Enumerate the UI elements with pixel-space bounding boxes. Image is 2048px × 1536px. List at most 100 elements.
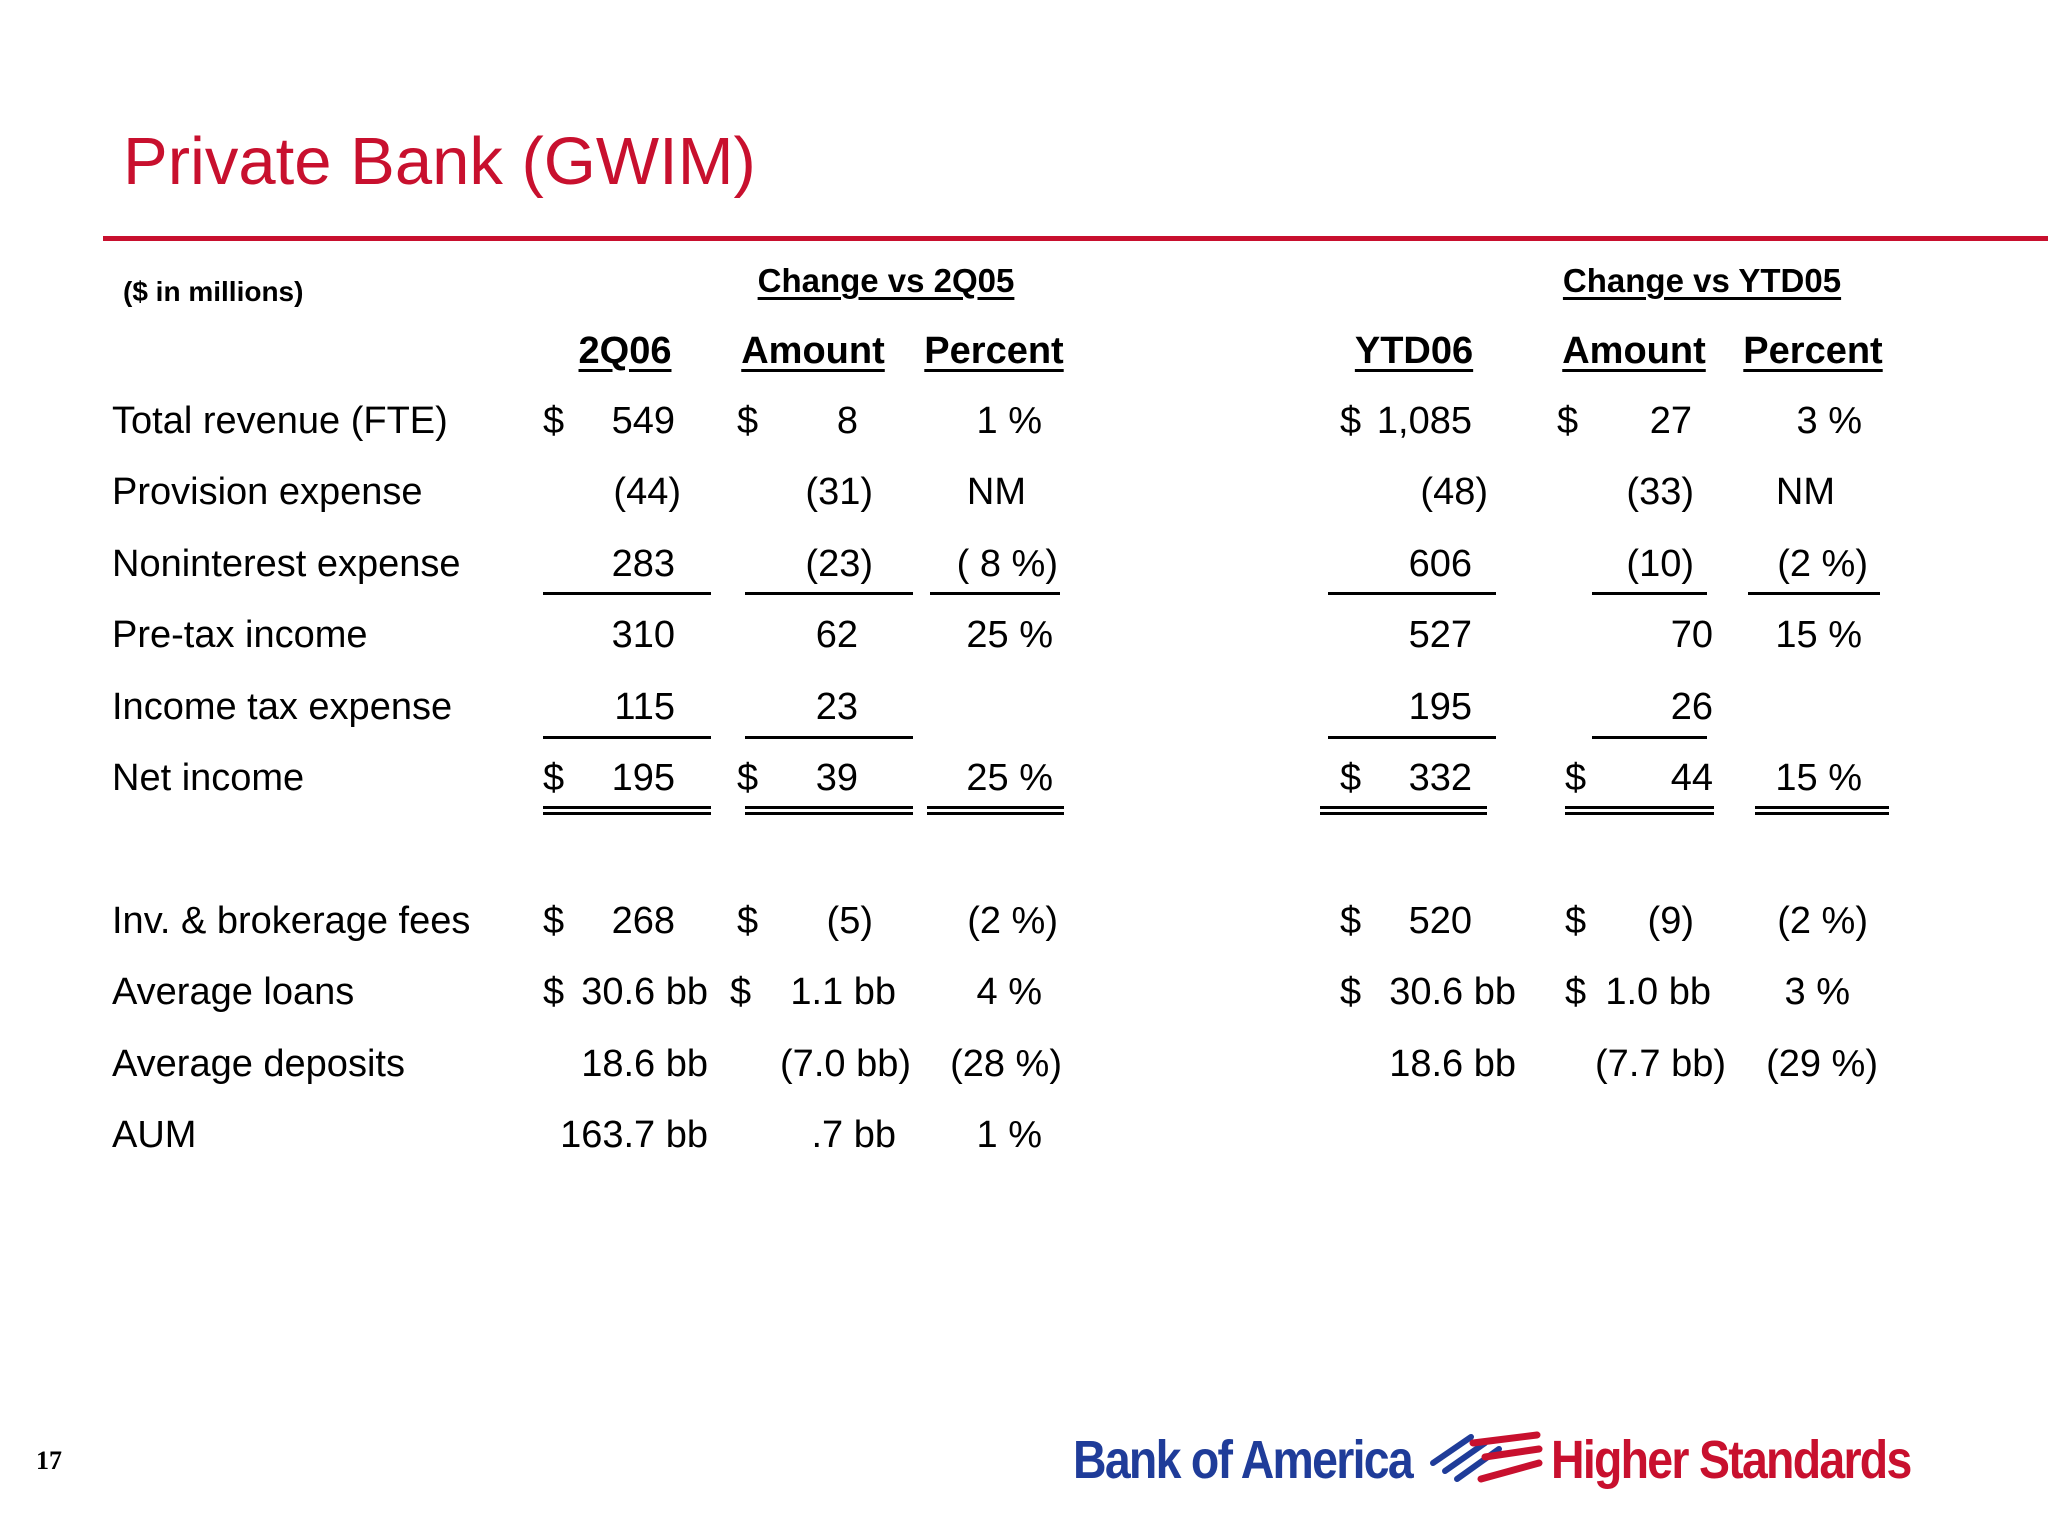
row-label: Net income xyxy=(112,757,305,799)
total-double-rule xyxy=(1320,806,1487,815)
value-ytd-amount: (33) xyxy=(1626,471,1694,513)
row-label: AUM xyxy=(112,1114,197,1156)
currency-symbol: $ xyxy=(1557,400,1579,442)
brand-name: Bank of America xyxy=(1073,1430,1414,1490)
currency-symbol: $ xyxy=(543,757,565,799)
value-2q06: 268 xyxy=(611,900,675,942)
col-header-q-amount: Amount xyxy=(741,330,885,372)
value-q-amount: (31) xyxy=(805,471,873,513)
row-label: Provision expense xyxy=(112,471,423,513)
value-ytd-percent: 15 % xyxy=(1775,757,1862,799)
value-ytd-percent: 3 % xyxy=(1796,400,1862,442)
units-note: ($ in millions) xyxy=(123,276,304,307)
value-q-amount: 39 xyxy=(815,757,858,799)
currency-symbol: $ xyxy=(543,900,565,942)
value-q-amount: (23) xyxy=(805,543,873,585)
value-q-percent: 4 % xyxy=(976,971,1042,1013)
brand-tagline: Higher Standards xyxy=(1551,1430,1912,1490)
value-2q06: 115 xyxy=(614,686,675,728)
value-q-amount: 1.1 bb xyxy=(790,971,896,1013)
value-q-amount: .7 bb xyxy=(811,1114,896,1156)
value-q-percent: NM xyxy=(966,471,1026,513)
subtotal-rule xyxy=(543,592,711,595)
row-label: Noninterest expense xyxy=(112,543,461,585)
row-label: Pre-tax income xyxy=(112,614,368,656)
slide-title: Private Bank (GWIM) xyxy=(123,124,756,199)
subtotal-rule xyxy=(1748,592,1880,595)
subtotal-rule xyxy=(745,736,913,739)
value-ytd-amount: (10) xyxy=(1626,543,1694,585)
col-header-ytd-amount: Amount xyxy=(1562,330,1706,372)
group-header-quarter: Change vs 2Q05 xyxy=(757,262,1015,299)
value-ytd-amount: 44 xyxy=(1670,757,1713,799)
value-q-percent: 25 % xyxy=(966,614,1053,656)
value-ytd06: 520 xyxy=(1408,900,1472,942)
value-q-amount: 8 xyxy=(836,400,858,442)
value-ytd-percent: (2 %) xyxy=(1777,543,1868,585)
subtotal-rule xyxy=(1592,736,1707,739)
value-2q06: 30.6 bb xyxy=(581,971,708,1013)
value-q-percent: 1 % xyxy=(976,1114,1042,1156)
value-q-percent: 1 % xyxy=(976,400,1042,442)
value-2q06: 549 xyxy=(611,400,675,442)
value-ytd-amount: 27 xyxy=(1649,400,1692,442)
value-2q06: (44) xyxy=(613,471,681,513)
total-double-rule xyxy=(543,806,711,815)
currency-symbol: $ xyxy=(737,400,759,442)
currency-symbol: $ xyxy=(1565,757,1587,799)
brand-logo: Bank of America Higher Standards xyxy=(1073,1425,1969,1495)
value-ytd06: 30.6 bb xyxy=(1389,971,1516,1013)
col-header-2q06: 2Q06 xyxy=(578,330,672,372)
value-ytd-amount: 1.0 bb xyxy=(1605,971,1711,1013)
total-double-rule xyxy=(745,806,913,815)
currency-symbol: $ xyxy=(1340,757,1362,799)
value-q-amount: (5) xyxy=(826,900,873,942)
group-header-ytd: Change vs YTD05 xyxy=(1562,262,1842,299)
value-ytd-amount: 70 xyxy=(1670,614,1713,656)
currency-symbol: $ xyxy=(543,400,565,442)
value-q-amount: 62 xyxy=(815,614,858,656)
row-label: Inv. & brokerage fees xyxy=(112,900,471,942)
flag-logo-icon xyxy=(1430,1431,1543,1483)
value-q-percent: 25 % xyxy=(966,757,1053,799)
value-ytd06: 1,085 xyxy=(1376,400,1472,442)
value-ytd06: 195 xyxy=(1408,686,1472,728)
currency-symbol: $ xyxy=(1340,971,1362,1013)
value-2q06: 310 xyxy=(611,614,675,656)
col-header-q-percent: Percent xyxy=(924,330,1064,372)
page-number: 17 xyxy=(36,1446,62,1475)
value-ytd-percent: 3 % xyxy=(1784,971,1850,1013)
col-header-ytd06: YTD06 xyxy=(1354,330,1474,372)
value-2q06: 163.7 bb xyxy=(560,1114,708,1156)
col-header-ytd-percent: Percent xyxy=(1743,330,1883,372)
value-q-amount: 23 xyxy=(815,686,858,728)
subtotal-rule xyxy=(930,592,1060,595)
currency-symbol: $ xyxy=(1340,400,1362,442)
currency-symbol: $ xyxy=(1565,900,1587,942)
value-ytd-percent: (2 %) xyxy=(1777,900,1868,942)
total-double-rule xyxy=(1755,806,1889,815)
value-q-percent: (28 %) xyxy=(950,1043,1062,1085)
total-double-rule xyxy=(927,806,1064,815)
currency-symbol: $ xyxy=(737,900,759,942)
total-double-rule xyxy=(1565,806,1714,815)
value-2q06: 195 xyxy=(611,757,675,799)
value-ytd06: 332 xyxy=(1408,757,1472,799)
value-2q06: 18.6 bb xyxy=(581,1043,708,1085)
subtotal-rule xyxy=(543,736,711,739)
row-label: Average deposits xyxy=(112,1043,405,1085)
currency-symbol: $ xyxy=(730,971,752,1013)
currency-symbol: $ xyxy=(1340,900,1362,942)
row-label: Total revenue (FTE) xyxy=(112,400,448,442)
row-label: Average loans xyxy=(112,971,355,1013)
row-label: Income tax expense xyxy=(112,686,453,728)
value-ytd-amount: 26 xyxy=(1670,686,1713,728)
value-ytd-percent: 15 % xyxy=(1775,614,1862,656)
subtotal-rule xyxy=(1592,592,1707,595)
value-q-amount: (7.0 bb) xyxy=(780,1043,911,1085)
value-ytd-percent: (29 %) xyxy=(1766,1043,1878,1085)
currency-symbol: $ xyxy=(543,971,565,1013)
value-2q06: 283 xyxy=(611,543,675,585)
title-divider xyxy=(103,236,2048,241)
value-ytd06: 18.6 bb xyxy=(1389,1043,1516,1085)
